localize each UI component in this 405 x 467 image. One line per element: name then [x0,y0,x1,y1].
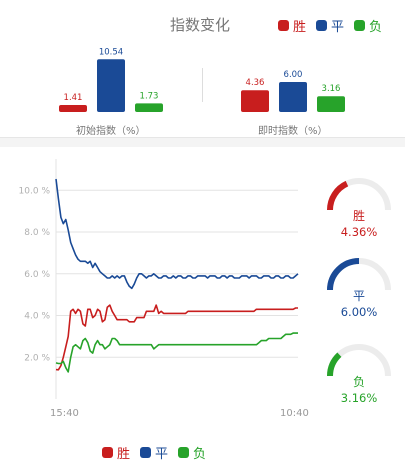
series-line-loss [55,332,298,373]
gauge-loss-track [327,344,391,377]
legend-item-loss[interactable]: 负 [354,16,382,35]
trend-card: 2.0 % 4.0 % 6.0 % 8.0 % 10.0 % 15:40 10:40 胜 4… [0,147,405,467]
legend-swatch-loss [354,20,366,31]
legend-label-win: 胜 [293,20,307,35]
series-line-win [55,304,298,371]
gauge-win-arc [327,180,349,211]
bottom-legend-label-loss: 负 [193,447,207,462]
gauge-win-value: 4.36% [341,225,378,239]
gauge-loss-value: 3.16% [341,391,378,405]
bottom-legend-item-loss[interactable]: 负 [178,443,206,462]
series-line-draw [55,178,299,290]
x-tick-label: 10:40 [280,408,309,419]
live-index-caption: 即时指数（%） [258,126,328,137]
gauge-loss: 负 3.16% [324,341,394,411]
legend-label-draw: 平 [331,20,345,35]
bar-live-loss [317,96,345,112]
bar-value-label: 1.41 [64,93,83,103]
initial-index-caption: 初始指数（%） [76,126,146,137]
legend-item-win[interactable]: 胜 [278,16,306,35]
group-divider [202,68,203,102]
bottom-legend-swatch-loss [178,447,190,458]
gauge-win: 胜 4.36% [324,175,394,245]
bottom-legend-item-win[interactable]: 胜 [102,443,130,462]
gauge-draw-label: 平 [353,289,365,303]
bar-value-label: 10.54 [99,47,123,57]
y-tick-label: 4.0 % [24,312,50,322]
bar-initial-win [59,104,87,112]
bottom-legend: 胜 平 负 [102,443,216,462]
gauge-loss-arc [327,352,342,377]
gauge-draw: 平 6.00% [324,255,394,325]
bar-value-label: 6.00 [284,70,303,80]
gauge-loss-label: 负 [353,375,365,389]
bottom-legend-swatch-win [102,447,113,458]
bar-initial-draw [97,59,125,112]
top-legend: 胜 平 负 [278,16,392,35]
y-tick-label: 6.0 % [24,270,50,280]
bar-live-win [241,90,269,112]
bar-initial-loss [135,103,163,112]
legend-swatch-draw [316,20,328,31]
bar-value-label: 1.73 [140,91,159,101]
index-change-title: 指数变化 [170,16,231,34]
gauge-draw-arc [327,258,360,291]
y-tick-label: 2.0 % [24,353,50,363]
gauge-draw-value: 6.00% [341,305,378,319]
bar-value-label: 4.36 [246,78,265,88]
legend-swatch-win [278,20,289,31]
index-change-card: 指数变化 胜 平 负 1.41 10.54 1.73 4.36 6.00 3.16 初始指… [0,0,405,138]
bottom-legend-item-draw[interactable]: 平 [140,443,168,462]
bar-live-draw [279,82,307,112]
bottom-legend-swatch-draw [140,447,152,458]
y-tick-label: 8.0 % [24,228,50,238]
x-tick-label: 15:40 [50,408,79,419]
bottom-legend-label-win: 胜 [117,447,131,462]
gauge-win-label: 胜 [353,208,365,223]
y-tick-label: 10.0 % [19,186,51,196]
bottom-legend-label-draw: 平 [155,447,169,462]
index-trend-chart: 2.0 % 4.0 % 6.0 % 8.0 % 10.0 % 15:40 10:40 [19,159,309,419]
index-bar-chart: 1.41 10.54 1.73 4.36 6.00 3.16 [59,47,345,112]
bar-value-label: 3.16 [322,84,341,94]
legend-item-draw[interactable]: 平 [316,16,344,35]
legend-label-loss: 负 [369,20,383,35]
